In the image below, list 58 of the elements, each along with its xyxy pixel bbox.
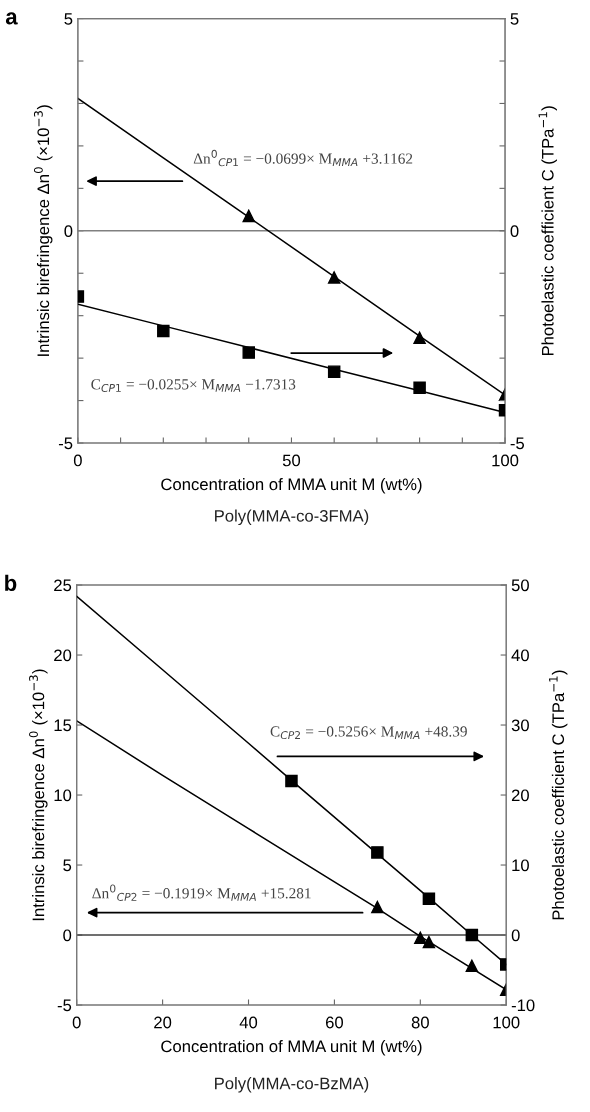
chart-title: a (5, 12, 18, 25)
y2-axis-title: Photoelastic coefficient C (TPa$^{−1}$) (538, 106, 557, 356)
x-tick-label: 80 (411, 1016, 429, 1029)
x-tick-label: 20 (154, 1016, 172, 1029)
x-tick-label: 100 (492, 454, 519, 467)
y-tick-label: 20 (54, 649, 72, 662)
y2-axis-title: Photoelastic coefficient C (TPa$^{−1}$) (549, 670, 568, 920)
point (157, 324, 170, 338)
x-tick-label: 40 (239, 1016, 258, 1029)
annotation: C$_{CP2}$ = −0.5256× M$_{MMA}$ +48.39 (270, 726, 467, 740)
x-tick-label: 0 (73, 454, 82, 467)
x-tick-label: 0 (72, 1016, 81, 1029)
point (242, 346, 255, 359)
y2-tick-label: -10 (511, 999, 535, 1012)
x-axis-title: Concentration of MMA unit M (wt%) (161, 478, 422, 494)
point (422, 892, 436, 905)
annotation: Δn$^{0}$$_{CP2}$ = −0.1919× M$_{MMA}$ +15.281 (92, 884, 311, 901)
y2-tick-label: 40 (511, 649, 529, 662)
x-tick-label: 50 (282, 454, 301, 467)
y-axis-title: Intrinsic birefringence Δn$^{0}$ (×10$^{−3}$) (29, 669, 48, 921)
y-tick-label: 5 (64, 13, 73, 25)
y2-tick-label: 0 (511, 929, 520, 942)
point (285, 774, 298, 788)
y-tick-label: -5 (58, 437, 73, 450)
point (465, 959, 479, 973)
y2-tick-label: 10 (512, 859, 529, 872)
annotation: Δn$^{0}$$_{CP1}$ = −0.0699× M$_{MMA}$ +3.1162 (193, 149, 413, 167)
y2-tick-label: 30 (511, 719, 529, 732)
y2-tick-label: -5 (510, 437, 525, 450)
x-axis-title: Concentration of MMA unit M (wt%) (161, 1040, 422, 1056)
point (422, 935, 436, 949)
point (242, 209, 255, 223)
annotation: C$_{CP1}$ = −0.0255× M$_{MMA}$ −1.7313 (91, 379, 296, 392)
y2-tick-label: 5 (510, 13, 519, 25)
point (414, 931, 427, 945)
chart-title: b (5, 574, 17, 591)
point (413, 381, 426, 395)
y-tick-label: 15 (54, 719, 72, 732)
x-tick-label: 100 (493, 1016, 520, 1029)
y-axis-title: Intrinsic birefringence Δn$^{0}$ (×10$^{−3}$) (33, 105, 53, 356)
x-tick-label: 60 (325, 1016, 344, 1029)
point (371, 900, 384, 914)
y-tick-label: 25 (54, 579, 72, 592)
point (465, 928, 479, 942)
text: Poly(MMA-co-3FMA) (215, 509, 369, 526)
y2-tick-label: 20 (511, 789, 529, 802)
y-tick-label: -5 (57, 999, 72, 1012)
point (371, 846, 384, 859)
point (413, 331, 426, 345)
y-tick-label: 0 (63, 929, 72, 942)
point (327, 365, 341, 378)
y2-tick-label: 50 (511, 579, 529, 592)
point (327, 271, 341, 284)
y-tick-label: 10 (54, 789, 72, 802)
text: Poly(MMA-co-BzMA) (215, 1077, 369, 1093)
y-tick-label: 5 (63, 859, 72, 872)
y-tick-label: 0 (64, 225, 73, 237)
y2-tick-label: 0 (510, 225, 519, 237)
